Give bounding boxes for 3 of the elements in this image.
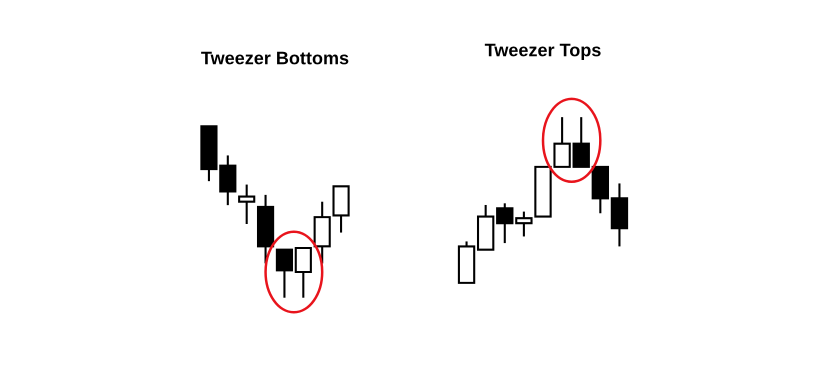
candlestick — [238, 184, 256, 226]
chart-title: Tweezer Bottoms — [201, 52, 348, 64]
chart-title: Tweezer Tops — [484, 44, 601, 60]
